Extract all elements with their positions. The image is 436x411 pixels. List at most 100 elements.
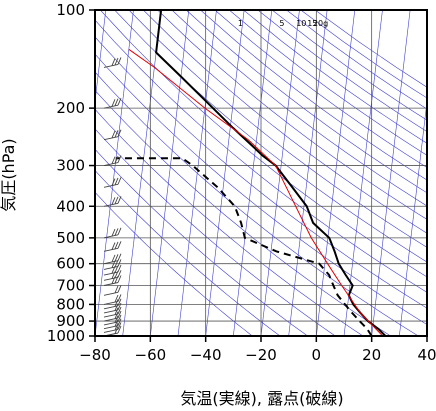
y-tick-label: 800 [56,295,85,313]
wind-barb [103,253,122,265]
wind-barb-feather [117,325,122,334]
wind-barb-feather [114,57,119,66]
isotherm-line [150,10,190,336]
dry-adiabat-line [100,10,427,278]
x-tick-label: 40 [417,346,436,364]
wind-barb-feather [114,98,119,106]
wind-barb [103,57,122,68]
wind-barb-feather [117,306,122,315]
wind-barb [103,318,122,330]
wind-barb [103,306,122,318]
isotherm-line [233,10,273,336]
x-tick-label: 0 [312,346,322,364]
wind-barb-staff [103,325,119,330]
isotherm-line [95,10,134,336]
wind-barb-feather [114,299,119,307]
isotherm-line [371,10,411,336]
wind-barb-feather [111,130,116,139]
grid [95,10,427,336]
wind-barb-feather [114,177,119,186]
y-tick-label: 400 [56,197,85,215]
wind-barb [103,285,122,296]
wind-barb-feather [117,294,122,302]
wind-barb-staff [103,247,119,252]
wind-barb [103,227,122,239]
wind-barb-feather [117,155,122,163]
wind-barb [103,177,122,188]
wind-barb [103,294,122,305]
dry-adiabat-line [157,10,427,220]
wind-barb-feather [117,57,122,65]
x-axis-title: 気温(実線), 露点(破線) [180,389,343,408]
x-tick-label: −20 [245,346,277,364]
wind-barb [103,241,122,252]
wind-barb-staff [103,271,119,276]
wind-barb-feather [117,196,122,204]
wind-barb-feather [117,318,122,326]
wind-barb-staff [103,266,119,270]
dry-adiabat-line [95,89,391,336]
dry-adiabat-line [128,10,427,248]
x-tick-label: −40 [190,346,222,364]
dry-adiabat-line [95,108,364,336]
mixing-ratio-label: 20g [313,19,328,28]
x-tick-label: −60 [135,346,167,364]
wind-barb-staff [103,276,119,281]
wind-barb [103,155,122,166]
y-tick-label: 200 [56,99,85,117]
wind-barb-feather [117,270,122,278]
dewpoint-line [116,157,373,336]
wind-barb-feather [111,197,116,205]
wind-barb [103,310,122,322]
wind-barb-feather [111,254,116,263]
wind-barb-staff [103,282,119,286]
wind-barb-feather [114,130,119,138]
mixing-ratio-label: 1 [238,19,243,28]
dry-adiabat-line [243,10,427,144]
wind-barb-feather [111,58,116,66]
dry-adiabat-line [95,36,427,309]
y-axis-title: 気圧(hPa) [0,138,18,211]
wind-barb-staff [103,317,119,322]
wind-barb-staff [103,162,119,166]
y-tick-label: 600 [56,255,85,273]
wind-barb-feather [117,177,122,185]
wind-barb-feather [117,302,122,311]
dry-adiabat-line [114,10,427,263]
wind-barb-feather [117,322,122,330]
x-tick-label: −80 [79,346,111,364]
wind-barb-feather [117,227,122,236]
isotherm-line [95,10,107,105]
y-tick-label: 1000 [47,327,85,345]
wind-barb [103,97,122,109]
wind-barb-staff [103,300,119,305]
wind-barb-staff [103,328,119,333]
isotherm-line [205,10,245,336]
wind-barb-staff [103,305,119,310]
wind-barb-feather [114,254,119,262]
isotherm-line [399,98,427,336]
wind-barb-feather [117,275,122,283]
wind-barb-staff [103,260,119,265]
wind-barb-feather [111,242,116,250]
wind-barb-feather [117,259,122,267]
reference-line [128,48,384,336]
wind-barb-feather [117,253,122,261]
x-tick-label: 20 [362,346,381,364]
dry-adiabat-line [95,71,419,336]
mixing-ratio-label: 15 [307,19,317,28]
mixing-ratio-label: 10 [296,19,306,28]
dry-adiabat-line [214,10,427,168]
y-tick-label: 100 [56,1,85,19]
dry-adiabat-line [229,10,427,156]
wind-barb-feather [114,303,119,311]
wind-barb-feather [111,178,116,186]
wind-barb-feather [114,228,119,236]
wind-barb [103,314,122,326]
y-tick-label: 300 [56,157,85,175]
dry-adiabat-line [95,169,281,336]
dry-adiabat-line [95,148,308,336]
